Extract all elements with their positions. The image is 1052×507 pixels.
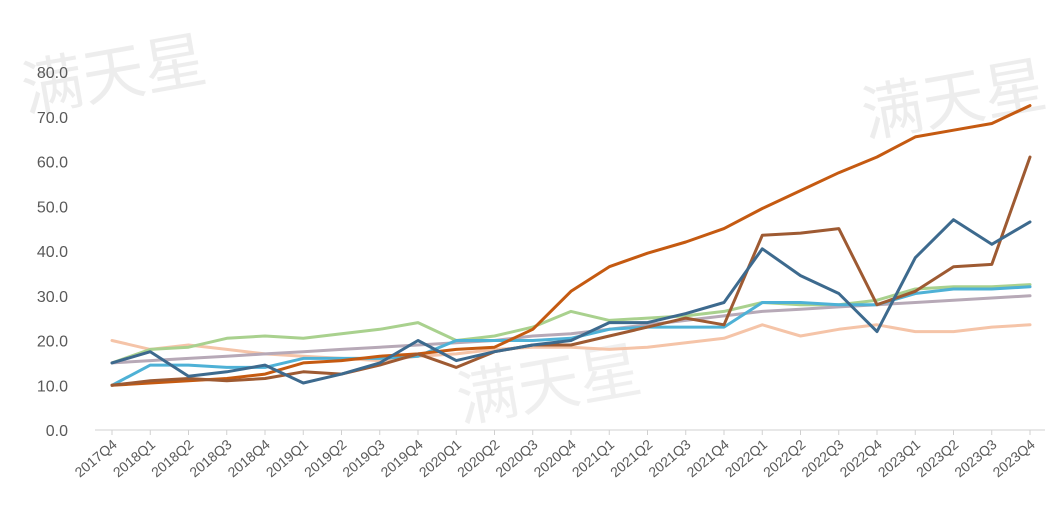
x-tick-label: 2018Q2	[148, 436, 197, 480]
y-tick-label: 30.0	[37, 289, 68, 306]
y-tick-label: 80.0	[37, 65, 68, 82]
x-tick-label: 2020Q3	[492, 436, 541, 480]
x-tick-label: 2022Q4	[836, 436, 885, 480]
x-tick-label: 2018Q1	[110, 436, 159, 480]
y-tick-label: 70.0	[37, 110, 68, 127]
x-tick-label: 2017Q4	[71, 436, 120, 480]
x-tick-label: 2019Q2	[301, 436, 350, 480]
x-tick-label: 2023Q2	[913, 436, 962, 480]
x-tick-label: 2020Q4	[530, 436, 579, 480]
x-tick-label: 2020Q1	[416, 436, 465, 480]
x-tick-label: 2022Q1	[722, 436, 771, 480]
x-tick-label: 2021Q3	[645, 436, 694, 480]
series-lines	[110, 104, 1032, 387]
x-tick-label: 2019Q4	[377, 436, 426, 480]
y-tick-label: 10.0	[37, 378, 68, 395]
y-tick-label: 50.0	[37, 199, 68, 216]
x-tick-label: 2021Q4	[683, 436, 732, 480]
x-tick-label: 2019Q3	[339, 436, 388, 480]
x-tick-label: 2023Q3	[951, 436, 1000, 480]
y-tick-label: 20.0	[37, 334, 68, 351]
x-tick-label: 2020Q2	[454, 436, 503, 480]
x-tick-label: 2023Q4	[989, 436, 1038, 480]
x-tick-label: 2021Q1	[569, 436, 618, 480]
x-tick-label: 2018Q4	[224, 436, 273, 480]
x-tick-label: 2022Q3	[798, 436, 847, 480]
x-tick-label: 2022Q2	[760, 436, 809, 480]
series-line-2	[110, 283, 1032, 365]
y-tick-label: 60.0	[37, 155, 68, 172]
x-tick-label: 2018Q3	[186, 436, 235, 480]
x-tick-label: 2023Q1	[875, 436, 924, 480]
watermark-top-right: 满天星	[856, 48, 1052, 152]
watermarks: 满天星 满天星 满天星	[16, 23, 1052, 437]
x-tick-label: 2021Q2	[607, 436, 656, 480]
series-line-6	[110, 155, 1032, 387]
y-tick-label: 0.0	[46, 423, 68, 440]
y-tick-label: 40.0	[37, 244, 68, 261]
series-line-5	[110, 104, 1032, 387]
x-tick-label: 2019Q1	[263, 436, 312, 480]
series-line-7	[110, 218, 1032, 385]
